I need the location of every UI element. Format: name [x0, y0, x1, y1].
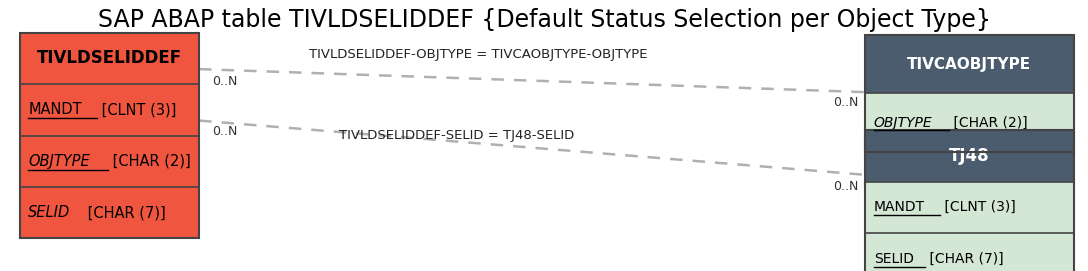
Text: TIVCAOBJTYPE: TIVCAOBJTYPE: [907, 57, 1031, 72]
Text: 0..N: 0..N: [833, 180, 858, 193]
FancyBboxPatch shape: [865, 35, 1074, 93]
Text: [CHAR (7)]: [CHAR (7)]: [83, 205, 165, 220]
Text: 0..N: 0..N: [212, 125, 237, 138]
Text: TIVLDSELIDDEF-OBJTYPE = TIVCAOBJTYPE-OBJTYPE: TIVLDSELIDDEF-OBJTYPE = TIVCAOBJTYPE-OBJ…: [309, 48, 648, 61]
Text: OBJTYPE: OBJTYPE: [28, 154, 90, 169]
Text: [CHAR (2)]: [CHAR (2)]: [108, 154, 190, 169]
Text: SELID: SELID: [28, 205, 71, 220]
Text: OBJTYPE: OBJTYPE: [874, 116, 932, 130]
FancyBboxPatch shape: [20, 136, 199, 187]
Text: TIVLDSELIDDEF: TIVLDSELIDDEF: [37, 49, 182, 67]
Text: 0..N: 0..N: [833, 96, 858, 109]
Text: MANDT: MANDT: [874, 200, 925, 214]
FancyBboxPatch shape: [20, 33, 199, 84]
FancyBboxPatch shape: [865, 182, 1074, 233]
Text: 0..N: 0..N: [212, 75, 237, 88]
Text: [CHAR (2)]: [CHAR (2)]: [950, 116, 1028, 130]
Text: MANDT: MANDT: [28, 102, 82, 117]
Text: [CLNT (3)]: [CLNT (3)]: [98, 102, 177, 117]
Text: [CLNT (3)]: [CLNT (3)]: [940, 200, 1015, 214]
FancyBboxPatch shape: [865, 93, 1074, 152]
FancyBboxPatch shape: [20, 84, 199, 136]
Text: [CHAR (7)]: [CHAR (7)]: [925, 252, 1004, 266]
FancyBboxPatch shape: [20, 187, 199, 238]
FancyBboxPatch shape: [865, 233, 1074, 271]
Text: SELID: SELID: [874, 252, 914, 266]
Text: TJ48: TJ48: [949, 147, 990, 165]
Text: SAP ABAP table TIVLDSELIDDEF {Default Status Selection per Object Type}: SAP ABAP table TIVLDSELIDDEF {Default St…: [98, 8, 990, 32]
Text: TIVLDSELIDDEF-SELID = TJ48-SELID: TIVLDSELIDDEF-SELID = TJ48-SELID: [339, 129, 574, 142]
FancyBboxPatch shape: [865, 130, 1074, 182]
